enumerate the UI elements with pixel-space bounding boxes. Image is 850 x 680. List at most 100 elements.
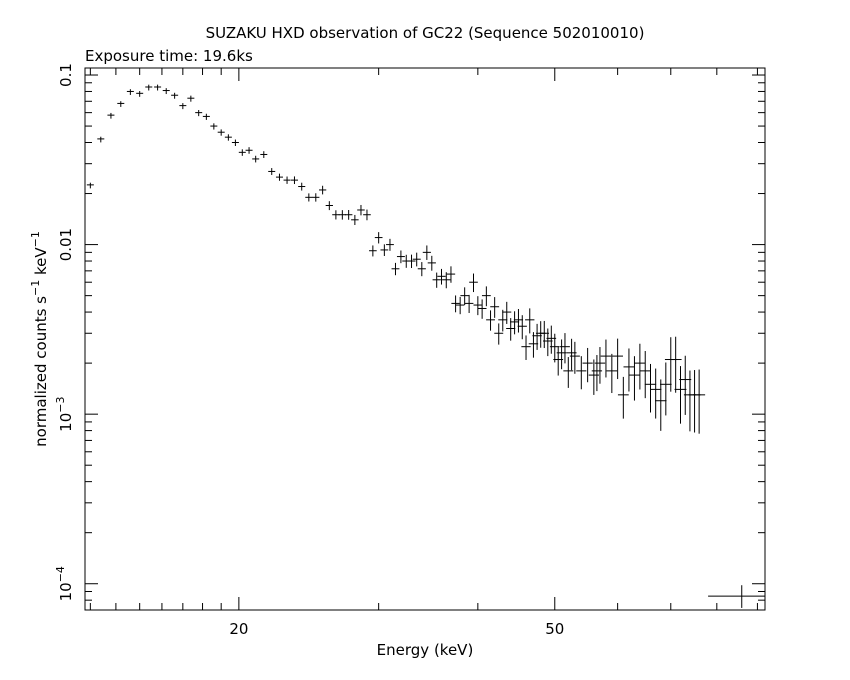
data-point: [117, 101, 125, 107]
data-point: [245, 147, 253, 154]
data-point: [664, 337, 677, 392]
data-point: [649, 368, 662, 419]
reference-cross: [708, 585, 765, 608]
data-point: [171, 92, 179, 99]
data-point: [224, 134, 232, 141]
data-point: [442, 272, 451, 289]
data-point: [422, 245, 431, 260]
data-point: [517, 315, 527, 340]
data-point: [427, 255, 436, 271]
data-point: [231, 139, 239, 146]
chart-title: SUZAKU HXD observation of GC22 (Sequence…: [206, 24, 645, 42]
data-point: [432, 272, 441, 288]
y-tick-label: 0.1: [57, 63, 75, 87]
data-point: [417, 262, 426, 277]
data-point: [669, 336, 682, 393]
data-point: [252, 155, 260, 163]
y-tick-label: 0.01: [57, 228, 75, 261]
data-point: [455, 296, 465, 315]
svg-text:0.1: 0.1: [57, 63, 75, 87]
data-point: [275, 173, 283, 181]
data-point: [473, 296, 483, 316]
data-point: [576, 356, 587, 390]
data-point: [386, 238, 394, 251]
data-point: [162, 88, 170, 95]
svg-text:normalized counts s−1 keV−1: normalized counts s−1 keV−1: [29, 231, 50, 447]
data-point: [600, 339, 612, 378]
axes-layer: 20 50 0.1 0.01 10−3 10−4 normalized counts s−1…: [29, 63, 765, 638]
data-points-layer: [86, 84, 765, 608]
data-point: [268, 168, 276, 175]
data-point: [126, 89, 134, 95]
data-point: [477, 299, 487, 319]
data-point: [464, 294, 474, 313]
data-point: [391, 262, 400, 276]
data-point: [319, 185, 327, 195]
data-point: [217, 129, 225, 136]
data-point: [510, 311, 520, 335]
data-point: [290, 176, 298, 185]
data-point: [210, 123, 218, 130]
data-point: [283, 176, 291, 184]
data-point: [369, 245, 377, 257]
data-point: [563, 357, 574, 388]
data-point: [513, 308, 524, 333]
data-point: [446, 266, 456, 283]
data-point: [606, 353, 618, 394]
data-point: [145, 84, 153, 91]
data-point: [469, 273, 478, 293]
data-point: [481, 286, 491, 307]
data-point: [238, 149, 246, 156]
data-point: [674, 366, 687, 424]
data-point: [380, 244, 389, 256]
data-point: [460, 287, 469, 305]
data-point: [97, 136, 105, 143]
data-point: [639, 351, 651, 399]
data-point: [325, 201, 333, 211]
data-point: [521, 335, 531, 360]
data-point: [594, 347, 606, 384]
data-point: [154, 84, 162, 91]
data-point: [179, 103, 187, 110]
data-point: [660, 362, 672, 416]
data-point: [407, 254, 416, 269]
data-point: [437, 268, 446, 285]
data-point: [490, 297, 500, 318]
data-point: [528, 332, 539, 358]
data-point: [298, 182, 306, 191]
data-point: [338, 210, 347, 220]
data-point: [412, 252, 421, 267]
data-point: [560, 333, 570, 364]
data-point: [136, 91, 144, 97]
data-point: [363, 209, 371, 221]
data-point: [86, 182, 94, 189]
data-point: [588, 359, 599, 395]
svg-text:10−3: 10−3: [54, 397, 75, 432]
chart-subtitle: Exposure time: 19.6ks: [85, 47, 253, 65]
data-point: [187, 95, 195, 102]
data-point: [582, 347, 593, 383]
data-point: [202, 113, 210, 120]
x-axis-label: Energy (keV): [377, 641, 474, 659]
data-point: [451, 295, 460, 313]
svg-text:10−4: 10−4: [54, 566, 75, 601]
data-point: [693, 369, 706, 434]
y-tick-label: 10−4: [54, 566, 75, 601]
data-point: [494, 323, 504, 345]
data-point: [332, 210, 340, 220]
data-point: [679, 355, 692, 415]
data-point: [634, 343, 646, 390]
data-point: [644, 363, 657, 413]
data-point: [655, 379, 667, 431]
y-tick-label: 10−3: [54, 397, 75, 432]
x-tick-label: 20: [229, 620, 248, 638]
data-point: [357, 204, 365, 216]
data-point: [312, 193, 320, 202]
data-point: [591, 355, 603, 392]
data-point: [107, 112, 115, 119]
data-point: [374, 232, 383, 244]
data-point: [260, 151, 268, 158]
data-point: [569, 341, 580, 374]
y-axis-label: normalized counts s−1 keV−1: [29, 231, 50, 447]
